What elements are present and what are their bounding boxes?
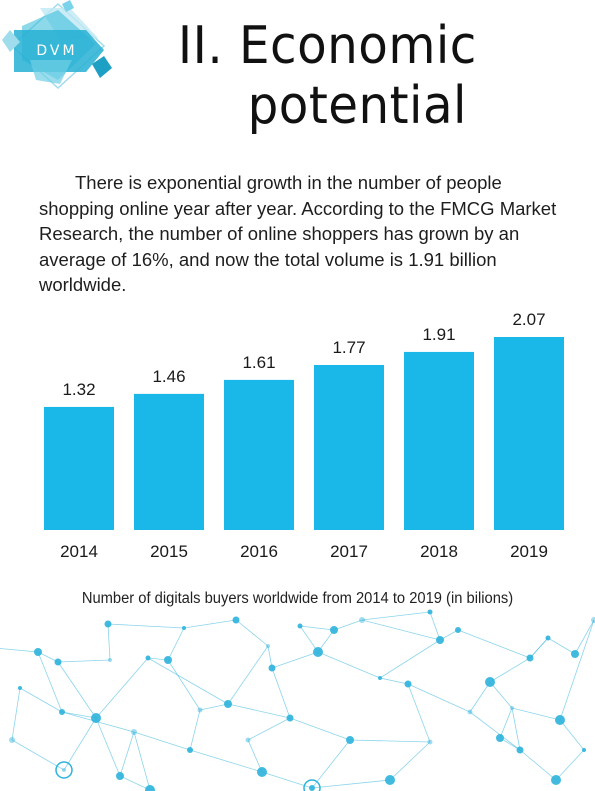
category-label-2019: 2019: [510, 542, 548, 561]
bar-2014: [44, 406, 114, 530]
chart-caption: Number of digitals buyers worldwide from…: [81, 590, 514, 607]
title-line-2: potential: [247, 76, 467, 136]
bar-2018: [404, 351, 474, 530]
value-label-2014: 1.32: [62, 380, 95, 399]
page-title: II. Economic potential: [150, 16, 541, 136]
dvm-logo: DVM: [2, 0, 112, 90]
network-decoration: [0, 609, 595, 791]
category-label-2014: 2014: [60, 542, 98, 561]
network-nodes: [9, 609, 595, 791]
category-label-2015: 2015: [150, 542, 188, 561]
value-label-2015: 1.46: [152, 367, 185, 386]
network-lines: [0, 611, 595, 791]
value-label-2017: 1.77: [332, 338, 365, 357]
category-label-2016: 2016: [240, 542, 278, 561]
value-label-2018: 1.91: [422, 325, 455, 344]
category-label-2017: 2017: [330, 542, 368, 561]
bar-2017: [314, 364, 384, 530]
category-label-2018: 2018: [420, 542, 458, 561]
logo-text: DVM: [36, 43, 77, 59]
title-line-1: II. Economic: [177, 16, 477, 76]
intro-paragraph: There is exponential growth in the numbe…: [39, 172, 557, 295]
bar-2016: [224, 379, 294, 530]
logo-diamond-shapes: [2, 0, 112, 90]
bar-2015: [134, 393, 204, 530]
value-label-2019: 2.07: [512, 310, 545, 329]
bar-2019: [494, 337, 564, 530]
shoppers-bar-chart: 1.32 2014 1.46 2015 1.61 2016 1.77 2017 1.91 2018…: [44, 310, 564, 561]
value-label-2016: 1.61: [242, 353, 275, 372]
